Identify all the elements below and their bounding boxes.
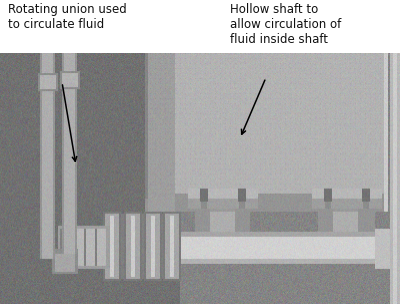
Text: Hollow shaft to
allow circulation of
fluid inside shaft: Hollow shaft to allow circulation of flu…	[230, 3, 341, 46]
Text: Rotating union used
to circulate fluid: Rotating union used to circulate fluid	[8, 3, 127, 31]
